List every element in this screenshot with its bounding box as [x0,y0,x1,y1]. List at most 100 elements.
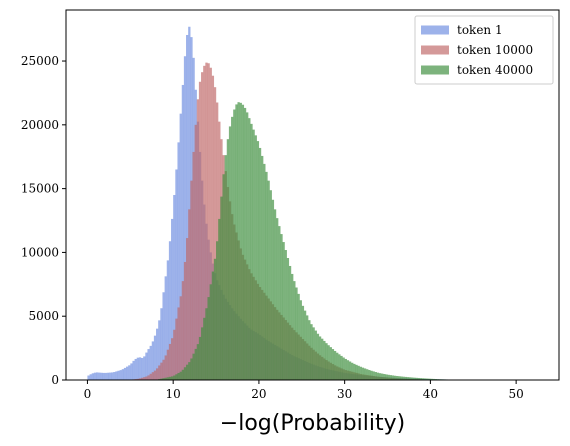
histogram-bar [128,365,131,380]
histogram-bar [351,362,354,380]
histogram-bar [218,218,221,380]
histogram-bar [402,376,405,380]
histogram-bar [158,320,161,380]
histogram-bar [346,360,350,380]
histogram-bar [368,370,371,380]
histogram-bar [192,151,195,380]
histogram-bar [254,135,257,380]
histogram-bar [216,241,219,380]
histogram-bar [273,209,277,380]
histogram-bar [252,129,255,380]
histogram-bar [164,377,167,380]
histogram-bar [87,375,90,380]
histogram-bar [248,118,251,380]
histogram-bar [190,358,193,380]
histogram-bar [376,372,380,380]
histogram-bar [158,365,161,380]
histogram-bar [164,276,167,380]
y-tick-label: 25000 [21,54,59,68]
histogram-bar [226,139,230,380]
histogram-bar [126,366,129,380]
histogram-bar [173,329,176,380]
histogram-bar [104,372,107,380]
histogram-bar [160,362,163,380]
histogram-bar [134,358,137,380]
histogram-bar [387,374,390,380]
histogram-bar [156,368,159,380]
histogram-bar [113,372,116,380]
histogram-bar [183,261,187,380]
histogram-bar [198,81,202,381]
histogram-bar [162,359,165,380]
x-tick-label: 10 [166,387,181,401]
histogram-bar [166,349,170,380]
histogram-bar [293,281,296,380]
histogram-bar [121,369,125,380]
histogram-bar [207,297,210,380]
histogram-bar [177,372,180,380]
histogram-bar [106,372,110,380]
plot-frame [65,9,560,381]
histogram-bar [265,171,268,381]
histogram-bar [130,363,133,380]
histogram-bar [428,378,431,380]
histogram-bar [263,163,266,380]
y-tick-label: 20000 [21,118,59,132]
y-axis-ticks: 0 5000 10000 15000 20000 25000 [21,54,66,387]
x-tick-label: 50 [508,387,523,401]
histogram-bar [246,112,249,380]
histogram-bar [186,238,189,380]
histogram-bar [400,376,403,380]
histogram-bar [267,180,270,380]
histogram-bar [186,364,189,380]
histogram-bar [235,104,238,380]
legend-label: token 40000 [457,63,533,77]
histogram-bar [404,376,407,380]
histogram-bar [175,169,178,380]
histogram-bar [198,336,202,380]
histogram-bar [378,373,382,380]
histogram-bar [138,378,142,380]
histogram-bar [359,366,362,380]
histogram-bar [171,376,174,380]
histogram-bar [417,377,420,380]
legend: token 1 token 10000 token 40000 [414,15,554,85]
histogram-bar [143,356,146,380]
histogram-bar [211,75,215,381]
histogram-bar [151,372,155,380]
histogram-bar [381,373,384,380]
histogram-bar [301,305,305,380]
histogram-bar [147,375,150,381]
histogram-bar [357,365,360,380]
histogram-bar [179,371,182,380]
histogram-bar [91,373,95,380]
histogram-bar [168,343,172,380]
histogram-bar [237,102,240,381]
legend-box [414,15,554,85]
legend-swatch [421,25,449,35]
histogram-bar [308,320,311,380]
histogram-bar [93,372,97,380]
histogram-bar [143,377,146,380]
histogram-bar [415,377,418,380]
y-tick-label: 0 [51,373,59,387]
histogram-bar [261,155,264,380]
histogram-bar [383,374,386,380]
histogram-bar [340,355,343,380]
histogram-bar [203,317,206,380]
histogram-bar [316,333,320,380]
histogram-bar [141,377,144,380]
histogram-bar [162,378,165,380]
x-axis-ticks: 0 10 20 30 40 50 [84,380,524,401]
histogram-bar [160,378,163,380]
histogram-bar [278,226,281,380]
histogram-bar [243,107,247,381]
histogram-bar [175,374,178,380]
histogram-bar [96,372,99,380]
y-tick-label: 15000 [21,182,59,196]
histogram-bar [188,26,191,380]
histogram-bar [325,343,328,380]
histogram-bar [149,373,152,380]
histogram-bar [145,376,148,380]
